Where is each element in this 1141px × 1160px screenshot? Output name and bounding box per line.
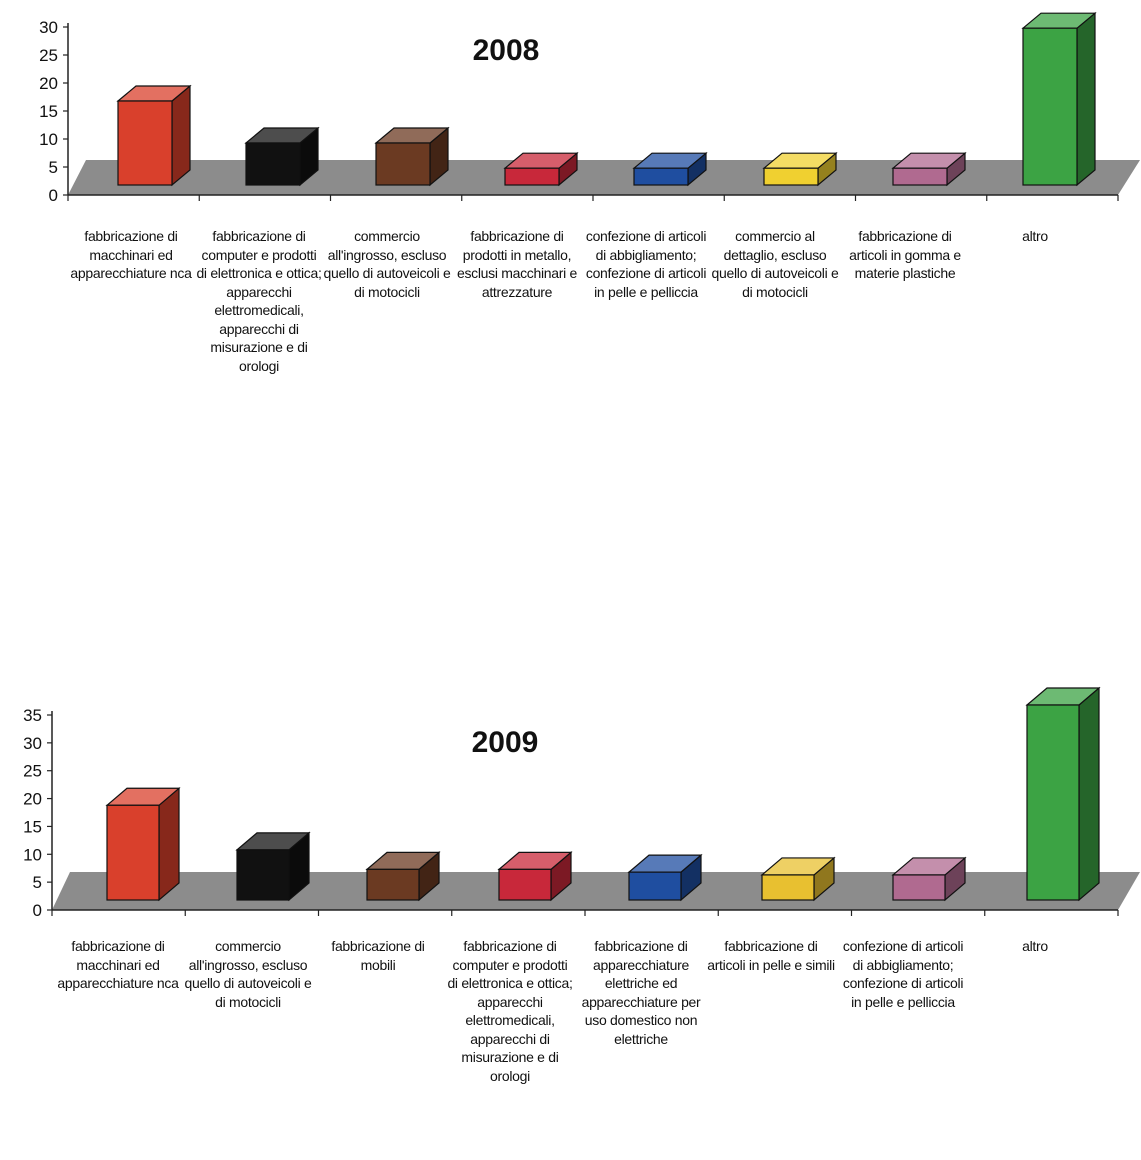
- y-tick-label: 5: [33, 873, 42, 892]
- bar: [628, 871, 682, 901]
- category-label: commercio all'ingrosso, escluso quello d…: [323, 228, 451, 300]
- category-label: fabbricazione di prodotti in metallo, es…: [456, 228, 578, 300]
- bar: [236, 849, 290, 901]
- bar-side: [1076, 11, 1096, 187]
- category-label: fabbricazione di macchinari ed apparecch…: [70, 228, 192, 281]
- bar-side: [158, 786, 180, 902]
- bar: [245, 142, 301, 186]
- bar: [633, 167, 689, 186]
- bar: [106, 804, 160, 901]
- category-label: confezione di articoli di abbigliamento;…: [585, 228, 707, 300]
- bar: [892, 874, 946, 901]
- category-label: commercio all'ingrosso, escluso quello d…: [184, 938, 312, 1010]
- y-tick-label: 20: [23, 790, 42, 809]
- bar: [1026, 704, 1080, 901]
- y-tick-label: 25: [23, 762, 42, 781]
- bar: [1022, 27, 1078, 186]
- chart-title-2008: 2008: [473, 34, 540, 67]
- chart-floor: [52, 872, 1140, 910]
- y-tick-label: 10: [39, 130, 58, 149]
- bar: [504, 167, 560, 186]
- y-tick-label: 30: [23, 734, 42, 753]
- y-tick-label: 0: [33, 901, 42, 920]
- bar: [366, 868, 420, 901]
- y-tick-label: 15: [39, 102, 58, 121]
- bar-side: [171, 84, 191, 187]
- category-label: fabbricazione di apparecchiature elettri…: [581, 938, 701, 1047]
- bar: [117, 100, 173, 186]
- y-tick-label: 20: [39, 74, 58, 93]
- category-label: fabbricazione di articoli in gomma e mat…: [849, 228, 961, 281]
- chart-floor: [68, 160, 1140, 195]
- category-label: confezione di articoli di abbigliamento;…: [842, 938, 964, 1010]
- y-tick-label: 25: [39, 46, 58, 65]
- y-tick-label: 10: [23, 845, 42, 864]
- bar: [375, 142, 431, 186]
- category-label: fabbricazione di computer e prodotti di …: [196, 228, 322, 374]
- bar: [761, 874, 815, 901]
- y-tick-label: 5: [49, 158, 58, 177]
- bar: [763, 167, 819, 186]
- category-label: altro: [1022, 228, 1048, 244]
- category-label: fabbricazione di articoli in pelle e sim…: [707, 938, 835, 973]
- y-tick-label: 15: [23, 817, 42, 836]
- bar-side: [1078, 686, 1100, 902]
- category-label: fabbricazione di macchinari ed apparecch…: [57, 938, 179, 991]
- bar: [892, 167, 948, 186]
- y-tick-label: 30: [39, 18, 58, 37]
- category-label: altro: [1022, 938, 1048, 954]
- chart-title-2009: 2009: [472, 726, 539, 759]
- category-label: commercio al dettaglio, escluso quello d…: [711, 228, 839, 300]
- y-tick-label: 35: [23, 706, 42, 725]
- bar: [498, 868, 552, 901]
- y-tick-label: 0: [49, 186, 58, 205]
- category-label: fabbricazione di mobili: [331, 938, 425, 973]
- category-label: fabbricazione di computer e prodotti di …: [447, 938, 573, 1084]
